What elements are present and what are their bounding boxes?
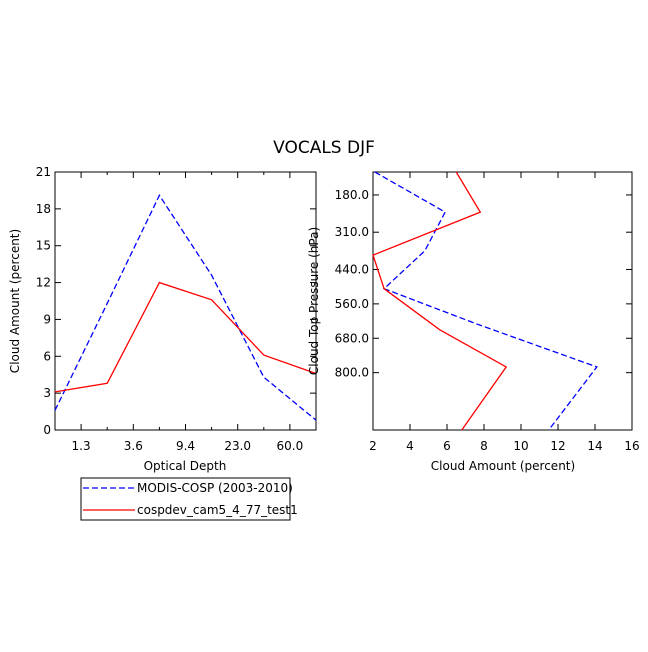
- right-y-axis-label: Cloud Top Pressure (hPa): [307, 227, 321, 375]
- left-y-tick-label: 3: [43, 386, 51, 400]
- right-y-tick-label: 180.0: [335, 188, 369, 202]
- left-series: [54, 194, 317, 421]
- right-x-tick-label: 8: [480, 439, 488, 453]
- legend-label-cospdev: cospdev_cam5_4_77_test1: [137, 503, 298, 517]
- left-x-tick-label: 60.0: [277, 439, 304, 453]
- legend: MODIS-COSP (2003-2010) cospdev_cam5_4_77…: [80, 477, 298, 521]
- right-series-cospdev-line: [372, 171, 508, 431]
- left-x-axis-label: Optical Depth: [144, 459, 227, 473]
- right-x-tick-label: 12: [550, 439, 565, 453]
- left-series-cospdev-line: [54, 281, 317, 393]
- left-x-tick-label: 23.0: [224, 439, 251, 453]
- left-y-tick-label: 21: [36, 165, 51, 179]
- right-plot-frame: [372, 171, 633, 431]
- right-y-tick-label: 800.0: [335, 366, 369, 380]
- right-x-tick-label: 2: [369, 439, 377, 453]
- right-series-modis-line: [374, 171, 598, 431]
- right-x-tick-label: 10: [513, 439, 528, 453]
- left-plot-frame: [54, 171, 317, 431]
- left-ticks: 0 3 6 9 12 15 18 21 1.3 3.6 9.4 23.0 60.0: [36, 165, 316, 453]
- left-y-tick-label: 18: [36, 202, 51, 216]
- left-panel: 0 3 6 9 12 15 18 21 1.3 3.6 9.4 23.0 60.0 Optical De…: [8, 165, 317, 473]
- left-y-tick-label: 15: [36, 239, 51, 253]
- right-y-tick-label: 310.0: [335, 225, 369, 239]
- right-series: [372, 171, 598, 431]
- left-y-tick-label: 12: [36, 276, 51, 290]
- legend-label-modis: MODIS-COSP (2003-2010): [137, 481, 293, 495]
- right-x-axis-label: Cloud Amount (percent): [431, 459, 575, 473]
- right-y-tick-label: 680.0: [335, 331, 369, 345]
- right-x-tick-label: 4: [406, 439, 414, 453]
- left-x-tick-label: 1.3: [72, 439, 91, 453]
- legend-box: [80, 477, 291, 521]
- left-x-tick-label: 9.4: [176, 439, 195, 453]
- left-y-tick-label: 6: [43, 349, 51, 363]
- left-y-tick-label: 9: [43, 312, 51, 326]
- left-x-tick-label: 3.6: [124, 439, 143, 453]
- figure-title: VOCALS DJF: [273, 138, 375, 158]
- right-panel: 2 4 6 8 10 12 14 16 180.0 310.0 440.0 560.0 680.0 800…: [307, 171, 640, 473]
- right-x-tick-label: 14: [587, 439, 602, 453]
- left-y-axis-label: Cloud Amount (percent): [8, 229, 22, 373]
- right-y-tick-label: 560.0: [335, 297, 369, 311]
- right-y-tick-label: 440.0: [335, 262, 369, 276]
- right-x-tick-label: 6: [443, 439, 451, 453]
- right-ticks: 2 4 6 8 10 12 14 16 180.0 310.0 440.0 560.0 680.0 800…: [335, 172, 640, 453]
- left-y-tick-label: 0: [43, 423, 51, 437]
- left-series-modis-line: [54, 194, 317, 421]
- right-x-tick-label: 16: [624, 439, 639, 453]
